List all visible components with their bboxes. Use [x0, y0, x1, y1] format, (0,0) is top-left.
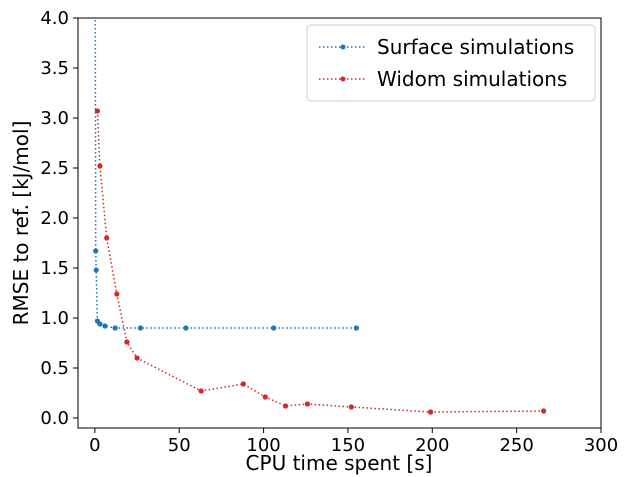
data-point-widom — [304, 401, 311, 407]
y-tick-label: 0.0 — [40, 408, 69, 429]
y-tick-label: 0.5 — [40, 358, 69, 379]
x-tick-label: 250 — [499, 435, 533, 456]
data-point-widom — [262, 394, 268, 400]
x-tick-label: 200 — [415, 435, 449, 456]
x-tick-label: 0 — [89, 435, 100, 456]
data-point-surface — [183, 325, 189, 331]
data-point-widom — [198, 388, 204, 394]
plot-frame — [77, 17, 602, 429]
legend: Surface simulations Widom simulations — [306, 24, 596, 102]
series-line-surface — [94, 18, 357, 329]
data-point-widom — [348, 404, 354, 410]
y-tick-label: 3.0 — [40, 108, 69, 129]
data-point-widom — [114, 291, 120, 297]
data-point-surface — [93, 248, 99, 254]
y-axis-label: RMSE to ref. [kJ/mol] — [9, 121, 33, 326]
x-tick-label: 150 — [331, 435, 365, 456]
data-point-surface — [353, 325, 359, 331]
y-tick-label: 1.0 — [40, 308, 69, 329]
x-tick-label: 50 — [168, 435, 191, 456]
data-point-widom — [97, 163, 103, 169]
data-point-widom — [104, 235, 110, 241]
x-axis-label: CPU time spent [s] — [246, 451, 433, 475]
y-tick-label: 3.5 — [40, 58, 69, 79]
y-tick-label: 2.5 — [40, 158, 69, 179]
y-tick-label: 2.0 — [40, 208, 69, 229]
legend-marker-surface — [340, 44, 346, 50]
y-tick-label: 4.0 — [40, 8, 69, 29]
series-line-widom — [96, 110, 544, 413]
data-point-surface — [102, 323, 108, 329]
y-tick-label: 1.5 — [40, 258, 69, 279]
data-point-surface — [97, 321, 103, 327]
data-point-surface — [112, 325, 118, 331]
data-point-widom — [541, 408, 547, 414]
data-point-widom — [94, 108, 101, 114]
data-point-widom — [282, 403, 289, 409]
legend-marker-widom — [340, 76, 346, 82]
x-tick-label: 100 — [246, 435, 280, 456]
x-axis: 0 50 100 150 200 250 300 — [89, 428, 618, 456]
data-point-surface — [271, 325, 277, 331]
data-point-widom — [134, 355, 140, 361]
data-point-widom — [240, 381, 246, 387]
data-point-surface — [93, 267, 99, 273]
legend-frame — [306, 24, 596, 102]
x-tick-label: 300 — [584, 435, 618, 456]
y-axis: 0.0 0.5 1.0 1.5 2.0 2.5 3.0 3.5 4.0 — [40, 8, 78, 429]
data-point-surface — [137, 325, 144, 331]
legend-label-surface: Surface simulations — [377, 35, 574, 59]
series-layer — [93, 18, 547, 415]
data-point-widom — [428, 409, 434, 415]
data-point-widom — [124, 339, 130, 345]
legend-label-widom: Widom simulations — [377, 67, 567, 91]
